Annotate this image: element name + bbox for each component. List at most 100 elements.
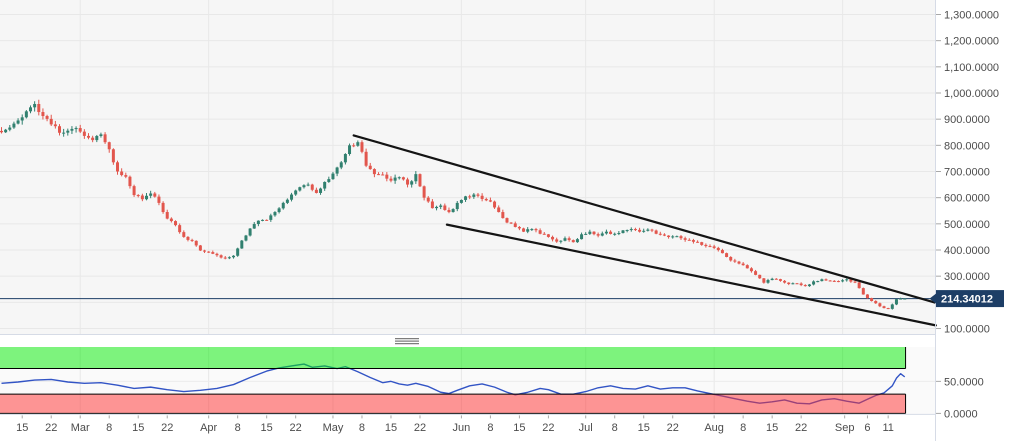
candle-body [360, 142, 364, 152]
candle-body [348, 145, 352, 155]
candle-body [319, 188, 323, 193]
candle-body [542, 233, 546, 235]
candle-body [729, 256, 733, 261]
candle-body [455, 202, 459, 210]
candle-body [74, 128, 78, 130]
candle-body [546, 234, 550, 237]
candle-body [211, 252, 215, 254]
candle-body [700, 242, 704, 245]
x-axis-label: 8 [740, 422, 746, 434]
candle-body [53, 124, 57, 127]
y-axis-label: 50.0000 [944, 376, 984, 388]
candle-body [439, 205, 443, 207]
candle-body [575, 239, 579, 243]
candle-body [190, 239, 194, 241]
candle-body [397, 177, 401, 179]
candle-body [687, 239, 691, 241]
axes[interactable]: 1,300.0000 1,200.0000 1,100.0000 1,000.0000… [16, 10, 999, 435]
candle-body [464, 196, 468, 200]
candle-body [240, 240, 244, 249]
candle-body [136, 195, 140, 197]
candle-body [343, 154, 347, 163]
candle-body [708, 246, 712, 248]
x-axis-label: 11 [882, 422, 893, 434]
candle-body [12, 123, 16, 128]
candle-body [625, 230, 629, 232]
candle-body [302, 185, 306, 188]
candle-body [99, 134, 103, 137]
x-axis-label: 8 [359, 422, 365, 434]
y-axis-label: 600.0000 [944, 193, 990, 205]
x-axis-label: 22 [667, 422, 679, 434]
candle-body [306, 184, 310, 186]
candle-body [323, 181, 327, 189]
price-label-arrow-icon [929, 293, 936, 304]
candle-body [795, 283, 799, 285]
candle-body [899, 298, 903, 300]
candle-body [538, 230, 542, 234]
candle-body [691, 240, 695, 242]
candle-body [857, 282, 861, 289]
candle-body [654, 230, 658, 234]
candle-body [169, 218, 173, 222]
candle-body [617, 233, 621, 235]
candle-body [774, 278, 778, 280]
candle-body [555, 239, 559, 242]
candle-body [733, 260, 737, 262]
candles [0, 99, 907, 310]
candle-body [203, 250, 207, 252]
candle-body [807, 284, 811, 287]
candle-body [178, 225, 182, 233]
candle-body [754, 271, 758, 275]
x-axis-label: Sep [835, 422, 855, 434]
x-axis-label: 22 [542, 422, 554, 434]
candle-body [870, 298, 874, 302]
candle-body [377, 174, 381, 176]
candle-body [443, 205, 447, 210]
pane-resize-handle-icon[interactable] [395, 338, 419, 345]
candle-body [845, 279, 849, 281]
candle-body [584, 233, 588, 235]
candle-body [128, 176, 132, 187]
candle-body [368, 165, 372, 170]
candle-body [186, 236, 190, 240]
candle-body [894, 299, 898, 305]
candle-body [621, 230, 625, 234]
candle-body [227, 257, 231, 259]
candle-body [339, 162, 343, 168]
y-axis-label: 100.0000 [944, 324, 990, 336]
candle-body [273, 212, 277, 216]
candle-body [223, 257, 227, 259]
candle-body [588, 231, 592, 234]
candle-body [236, 248, 240, 256]
candle-body [513, 223, 517, 227]
x-axis-label: 8 [235, 422, 241, 434]
candle-body [650, 229, 654, 231]
candle-body [526, 229, 530, 232]
candle-body [886, 308, 890, 310]
trendlines[interactable] [352, 134, 937, 327]
candle-body [430, 201, 434, 209]
candle-body [107, 142, 111, 150]
candle-body [33, 103, 37, 108]
y-axis-label: 0.0000 [944, 408, 978, 420]
candle-body [252, 224, 256, 229]
candle-body [401, 177, 405, 180]
candle-body [356, 142, 360, 146]
candle-body [882, 306, 886, 309]
candle-body [770, 278, 774, 281]
candle-body [903, 298, 907, 300]
candle-body [836, 281, 840, 283]
candle-body [58, 126, 62, 133]
candle-body [331, 173, 335, 180]
y-axis-label: 1,200.0000 [944, 36, 999, 48]
price-label-text: 214.34012 [941, 294, 993, 306]
candle-body [468, 196, 472, 198]
candle-body [352, 145, 356, 147]
candle-body [41, 112, 45, 117]
candle-body [111, 149, 115, 163]
candle-body [116, 162, 120, 172]
gridlines [0, 0, 935, 414]
